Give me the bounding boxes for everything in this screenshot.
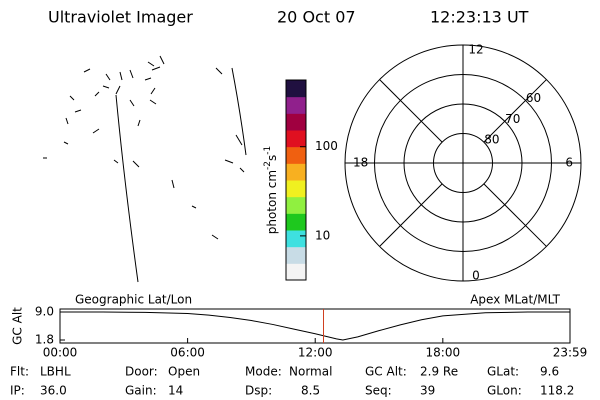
alt-left-label: Geographic Lat/Lon — [75, 293, 192, 307]
colorbar-label-part: s — [265, 155, 279, 161]
info-value: Open — [168, 365, 200, 379]
info-label: GLon: — [487, 384, 522, 398]
info-label: IP: — [10, 384, 25, 398]
colorbar-swatch — [286, 196, 306, 214]
colorbar-tick-label: 100 — [315, 139, 338, 153]
polar-spoke — [483, 183, 547, 247]
info-value: 118.2 — [540, 384, 574, 398]
info-value: 36.0 — [40, 384, 67, 398]
colorbar-swatch — [286, 146, 306, 164]
polar-spoke — [379, 183, 443, 247]
colorbar-swatch — [286, 96, 306, 114]
info-value: Normal — [289, 365, 332, 379]
colorbar-swatch — [286, 163, 306, 181]
colorbar-frame — [285, 79, 307, 281]
colorbar-label-part: -2 — [263, 161, 273, 170]
info-label: GLat: — [487, 365, 519, 379]
info-value: 14 — [168, 384, 183, 398]
mlt-label: 12 — [468, 43, 483, 57]
info-value: 9.6 — [540, 365, 559, 379]
alt-x-tick-label: 06:00 — [170, 346, 205, 360]
title: Ultraviolet Imager — [48, 8, 193, 27]
lat-label: 70 — [505, 112, 520, 126]
alt-x-tick-label: 23:59 — [553, 346, 588, 360]
info-value: 39 — [420, 384, 435, 398]
geo-map — [43, 55, 247, 283]
alt-y-tick-label: 9.0 — [35, 305, 54, 319]
info-label: Flt: — [10, 365, 29, 379]
polar-grid — [344, 44, 582, 282]
mlt-label: 6 — [565, 156, 573, 170]
lat-label: 60 — [526, 91, 541, 105]
colorbar-swatch — [286, 80, 306, 98]
info-label: Dsp: — [245, 384, 272, 398]
alt-x-tick-label: 12:00 — [298, 346, 333, 360]
colorbar-tick-label: 10 — [315, 228, 330, 242]
info-label: Seq: — [365, 384, 392, 398]
info-value: LBHL — [40, 365, 71, 379]
alt-x-tick-label: 18:00 — [426, 346, 461, 360]
info-label: Door: — [125, 365, 158, 379]
colorbar-label-part: -1 — [263, 146, 273, 155]
colorbar-swatch — [286, 213, 306, 231]
alt-y-tick-label: 1.8 — [35, 333, 54, 347]
alt-right-label: Apex MLat/MLT — [470, 293, 560, 307]
polar-spoke — [379, 79, 443, 143]
info-value: 8.5 — [301, 384, 320, 398]
colorbar-label: photon cm-2s-1 — [263, 146, 279, 235]
alt-y-label: GC Alt — [11, 307, 25, 345]
info-label: Gain: — [125, 384, 157, 398]
alt-x-tick-label: 00:00 — [43, 346, 78, 360]
mlt-label: 18 — [353, 156, 368, 170]
info-label: Mode: — [245, 365, 282, 379]
alt-frame — [59, 308, 571, 344]
lat-label: 80 — [484, 133, 499, 147]
date: 20 Oct 07 — [277, 8, 356, 27]
info-label: GC Alt: — [365, 365, 407, 379]
colorbar-swatch — [286, 230, 306, 248]
mlt-label: 0 — [472, 269, 480, 283]
alt-curve — [60, 311, 570, 341]
time: 12:23:13 UT — [430, 8, 529, 27]
colorbar-label-part: photon cm — [265, 170, 279, 234]
colorbar-swatch — [286, 130, 306, 148]
colorbar-swatch — [286, 246, 306, 264]
colorbar-swatch — [286, 263, 306, 281]
colorbar-swatch — [286, 180, 306, 198]
polar-spoke — [483, 79, 547, 143]
info-value: 2.9 Re — [420, 365, 458, 379]
colorbar-swatch — [286, 113, 306, 131]
